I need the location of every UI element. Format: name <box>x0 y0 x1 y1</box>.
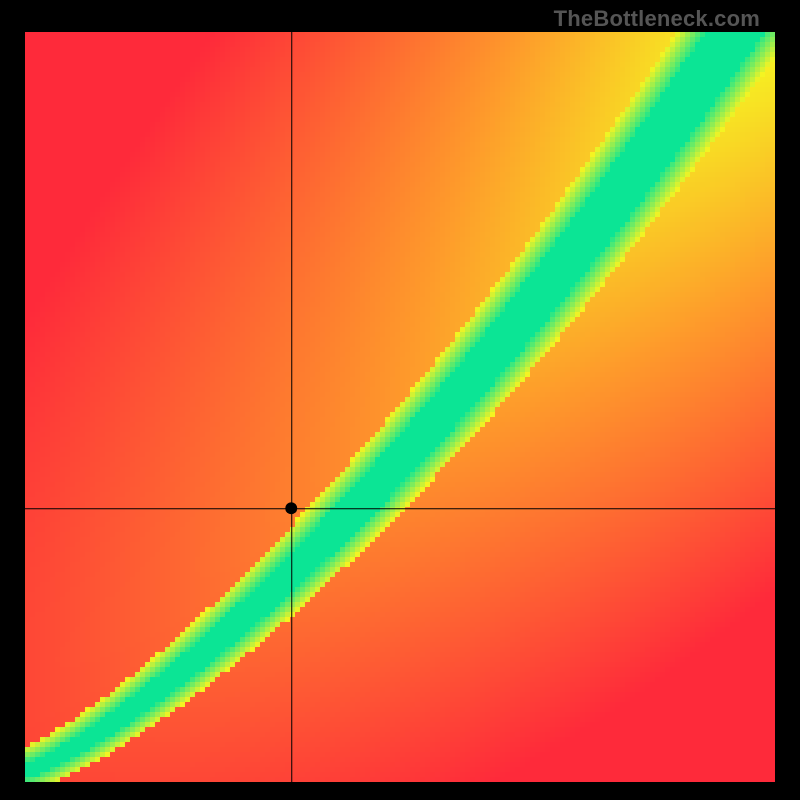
bottleneck-heatmap <box>25 32 775 782</box>
watermark-text: TheBottleneck.com <box>554 6 760 32</box>
chart-frame: TheBottleneck.com <box>0 0 800 800</box>
